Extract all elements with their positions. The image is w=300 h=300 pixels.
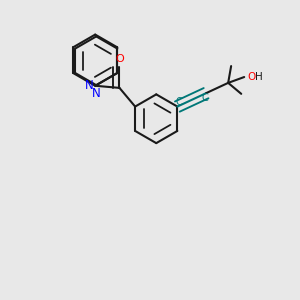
Text: N: N [85,79,94,92]
Text: C: C [176,97,182,107]
Text: H: H [255,72,263,82]
Text: O: O [247,72,256,82]
Text: N: N [92,87,100,100]
Text: C: C [201,93,208,103]
Text: O: O [115,54,124,64]
